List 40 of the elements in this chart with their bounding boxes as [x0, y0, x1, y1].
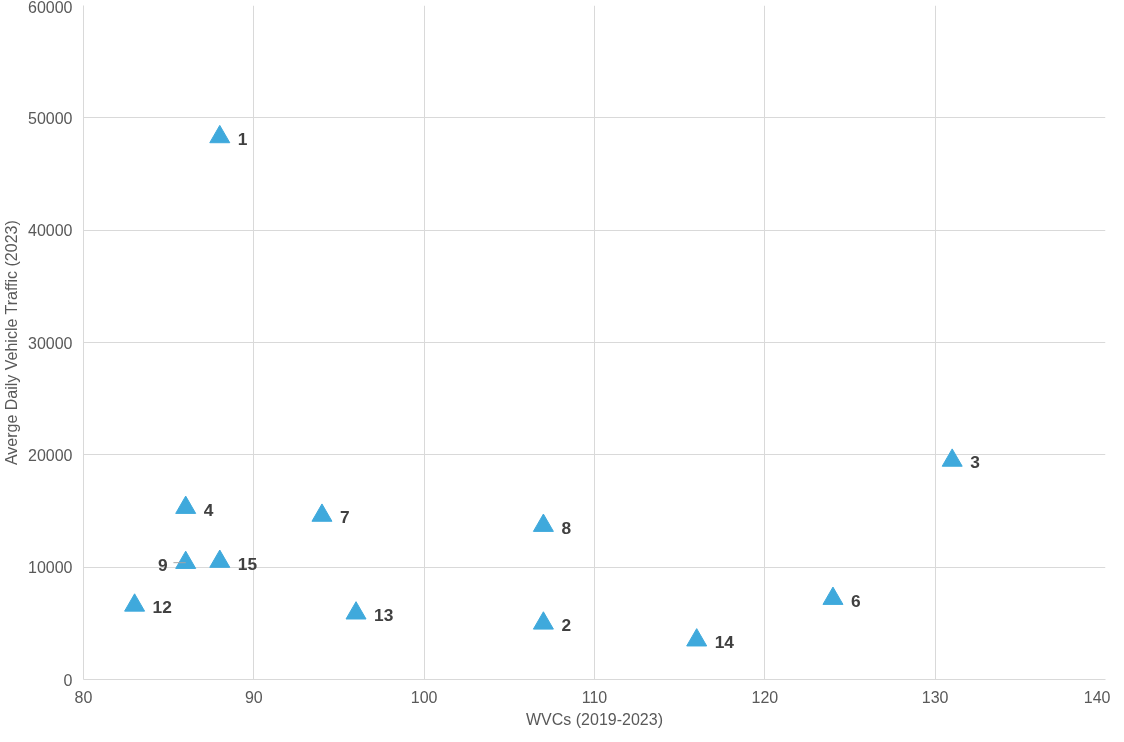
point — [686, 628, 708, 647]
x-tick-label: 110 — [581, 688, 608, 706]
point — [532, 611, 554, 630]
x-tick-label: 90 — [244, 688, 263, 706]
point — [345, 601, 367, 620]
annotation: 15 — [237, 553, 258, 574]
annotation: 1 — [237, 128, 248, 149]
y-tick-label: 50000 — [28, 109, 73, 127]
annotation: 8 — [561, 517, 572, 538]
point — [175, 495, 197, 514]
y-tick-label: 0 — [63, 671, 73, 689]
annotation: 13 — [374, 605, 394, 626]
y-tick-label: 20000 — [28, 446, 73, 464]
y-tick-label: 10000 — [28, 559, 73, 577]
point — [311, 503, 333, 522]
x-tick-label: 100 — [410, 688, 438, 706]
annotation: 9 — [158, 554, 168, 575]
point — [175, 550, 197, 569]
annotation: 3 — [970, 452, 981, 473]
y-tick-label: 30000 — [28, 334, 73, 352]
y-tick-label: 40000 — [28, 222, 73, 240]
x-tick-label: 130 — [921, 688, 949, 706]
annotation: 12 — [152, 597, 172, 618]
point — [209, 124, 231, 144]
point — [532, 513, 554, 532]
x-axis-title: WVCs (2019-2023) — [526, 710, 663, 728]
x-tick-label: 120 — [751, 688, 779, 706]
annotation: 2 — [561, 615, 572, 636]
y-axis-title: Averge Daily Vehicle Traffic (2023) — [3, 220, 21, 466]
x-tick-label: 80 — [74, 688, 93, 706]
point — [941, 448, 963, 467]
x-tick-label: 140 — [1083, 688, 1111, 706]
point — [209, 549, 231, 568]
annotation: 14 — [714, 632, 735, 653]
point — [822, 586, 844, 605]
annotation: 7 — [339, 507, 350, 528]
point — [124, 593, 146, 612]
y-tick-label: 60000 — [28, 0, 73, 16]
annotation: 6 — [850, 590, 861, 611]
annotation: 4 — [203, 499, 214, 520]
